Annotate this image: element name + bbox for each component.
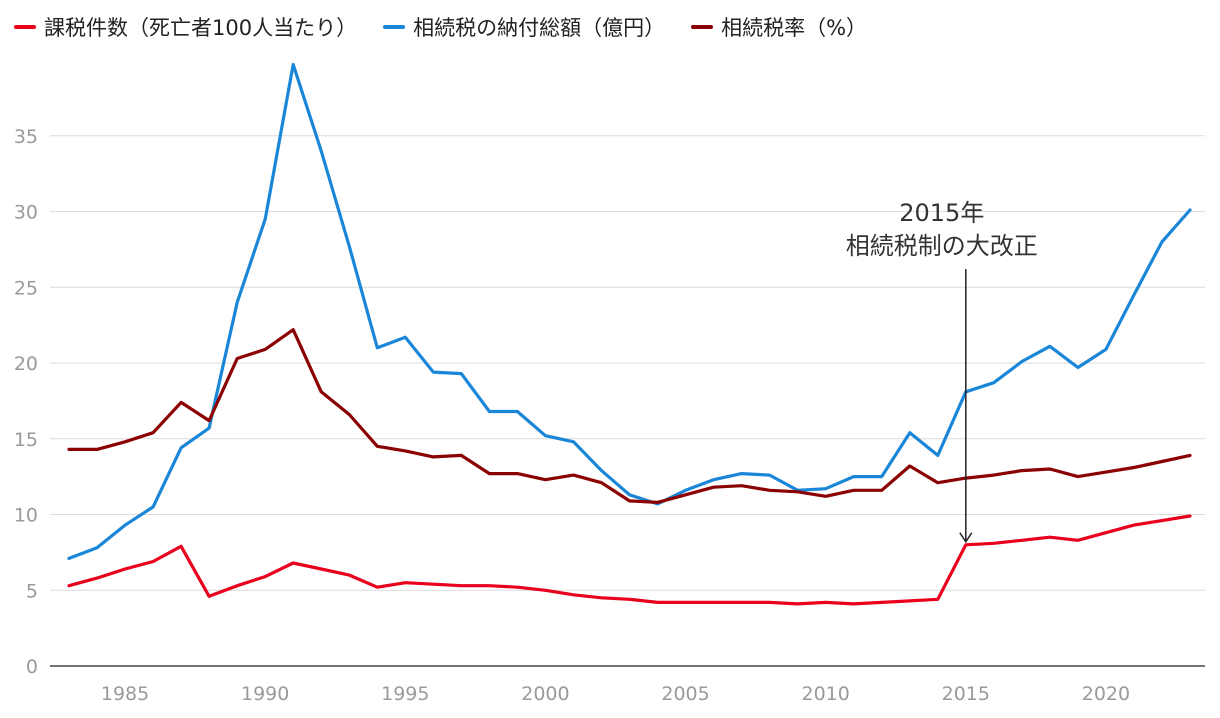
legend-item-tax-total: 相続税の納付総額（億円） (383, 12, 665, 42)
y-tick-label-10: 10 (14, 505, 38, 527)
annotation-arrow-head (959, 532, 973, 544)
annotation-line2: 相続税制の大改正 (846, 232, 1038, 260)
annotation-line1: 2015年 (899, 199, 984, 227)
y-tick-label-15: 15 (14, 429, 38, 451)
y-tick-label-0: 0 (26, 656, 38, 678)
x-tick-label-2000: 2000 (521, 683, 569, 705)
y-tick-label-25: 25 (14, 277, 38, 299)
series-line-tax-rate (67, 328, 1192, 504)
legend-item-tax-rate: 相続税率（%） (691, 12, 867, 42)
series-line-tax-total (67, 62, 1192, 561)
x-tick-label-1995: 1995 (381, 683, 429, 705)
legend-item-tax-cases: 課税件数（死亡者100人当たり） (14, 12, 357, 42)
x-tick-label-2015: 2015 (942, 683, 990, 705)
legend-label-tax-rate: 相続税率（%） (721, 16, 868, 40)
series-line-tax-cases (67, 514, 1192, 606)
y-tick-label-20: 20 (14, 353, 38, 375)
y-tick-label-35: 35 (14, 126, 38, 148)
legend-swatch-tax-rate (691, 25, 714, 29)
legend-swatch-tax-cases (14, 25, 36, 29)
x-tick-label-2010: 2010 (801, 683, 849, 705)
x-tick-label-2005: 2005 (661, 683, 709, 705)
legend-label-tax-cases: 課税件数（死亡者100人当たり） (44, 16, 358, 40)
y-tick-label-30: 30 (14, 202, 38, 224)
y-tick-label-5: 5 (26, 580, 38, 602)
legend-label-tax-total: 相続税の納付総額（億円） (413, 16, 666, 40)
x-tick-label-1985: 1985 (101, 683, 149, 705)
x-tick-label-2020: 2020 (1082, 683, 1130, 705)
x-tick-label-1990: 1990 (241, 683, 289, 705)
legend-swatch-tax-total (383, 25, 406, 29)
legend: 課税件数（死亡者100人当たり） 相続税の納付総額（億円） 相続税率（%） (14, 12, 867, 42)
